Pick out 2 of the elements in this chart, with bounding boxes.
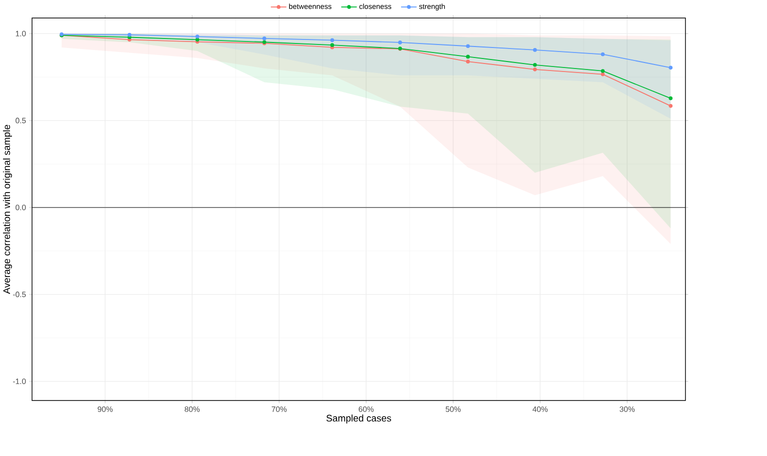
x-axis-title: Sampled cases bbox=[326, 414, 392, 424]
y-axis-title: Average correlation with original sample bbox=[3, 124, 12, 294]
